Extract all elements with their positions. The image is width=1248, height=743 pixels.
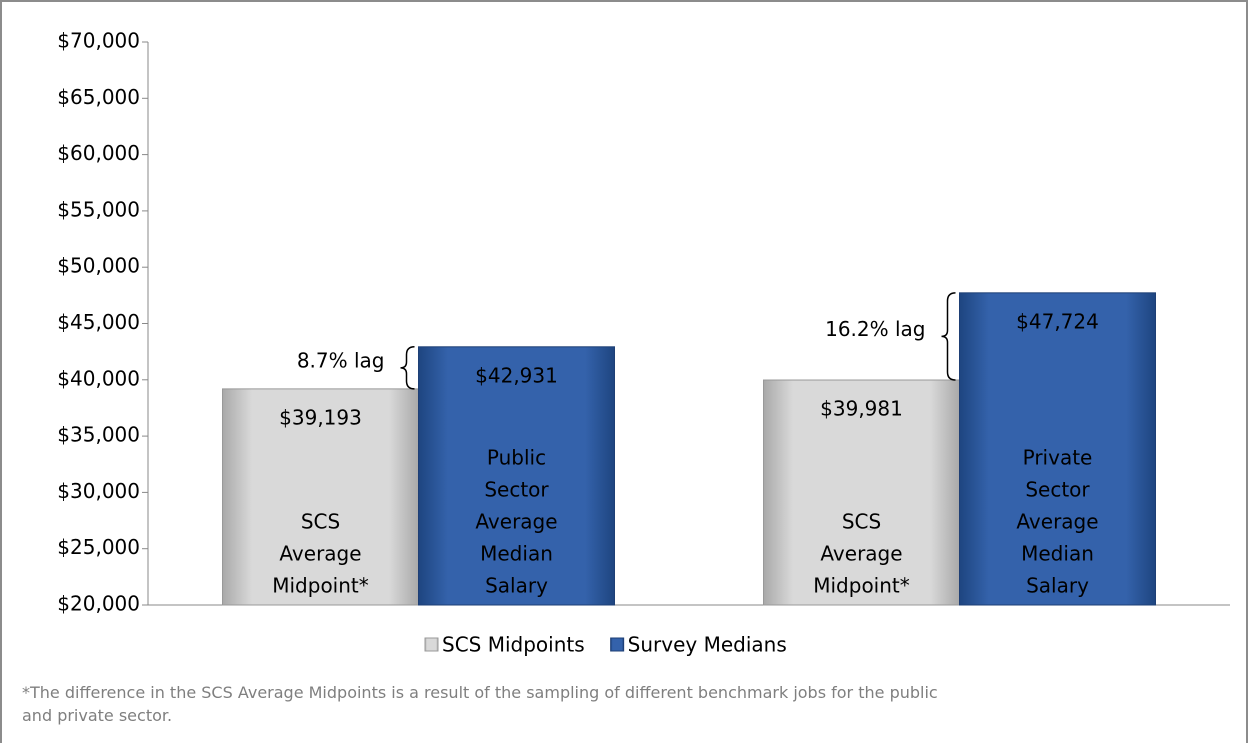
- y-tick-label: $30,000: [57, 479, 140, 503]
- bar-label: Median: [480, 542, 553, 566]
- bar-label: Salary: [1026, 574, 1089, 598]
- legend-swatch: [611, 638, 624, 651]
- legend-swatch: [425, 638, 438, 651]
- bar-label: Sector: [484, 478, 549, 502]
- bar-label: Public: [487, 446, 546, 470]
- bar-label: Midpoint*: [813, 574, 910, 598]
- footnote: and private sector.: [22, 706, 172, 725]
- y-tick-label: $20,000: [57, 592, 140, 616]
- bar-label: SCS: [301, 510, 340, 534]
- bar-label: Average: [820, 542, 902, 566]
- bar-label: Median: [1021, 542, 1094, 566]
- y-tick-label: $50,000: [57, 254, 140, 278]
- y-tick-label: $55,000: [57, 197, 140, 221]
- bar-label: Average: [279, 542, 361, 566]
- bar-label: Private: [1023, 446, 1093, 470]
- value-label: $42,931: [475, 363, 558, 387]
- bar-label: Salary: [485, 574, 548, 598]
- lag-annotation: 8.7% lag: [297, 348, 385, 372]
- y-tick-label: $25,000: [57, 535, 140, 559]
- chart: *The difference in the SCS Average Midpo…: [0, 0, 1248, 743]
- value-label: $47,724: [1016, 309, 1099, 333]
- y-tick-label: $65,000: [57, 85, 140, 109]
- lag-brace: [942, 293, 956, 380]
- y-tick-label: $35,000: [57, 423, 140, 447]
- y-tick-label: $60,000: [57, 141, 140, 165]
- value-label: $39,981: [820, 397, 903, 421]
- bar-label: SCS: [842, 510, 881, 534]
- legend-label: Survey Medians: [628, 633, 787, 657]
- y-tick-label: $70,000: [57, 29, 140, 53]
- lag-brace: [401, 347, 415, 389]
- bar-label: Midpoint*: [272, 574, 369, 598]
- y-tick-label: $40,000: [57, 366, 140, 390]
- bar-label: Average: [1016, 510, 1098, 534]
- legend-label: SCS Midpoints: [442, 633, 585, 657]
- value-label: $39,193: [279, 405, 362, 429]
- lag-annotation: 16.2% lag: [825, 317, 925, 341]
- bar-label: Average: [475, 510, 557, 534]
- y-tick-label: $45,000: [57, 310, 140, 334]
- footnote: *The difference in the SCS Average Midpo…: [22, 683, 938, 702]
- bar-label: Sector: [1025, 478, 1090, 502]
